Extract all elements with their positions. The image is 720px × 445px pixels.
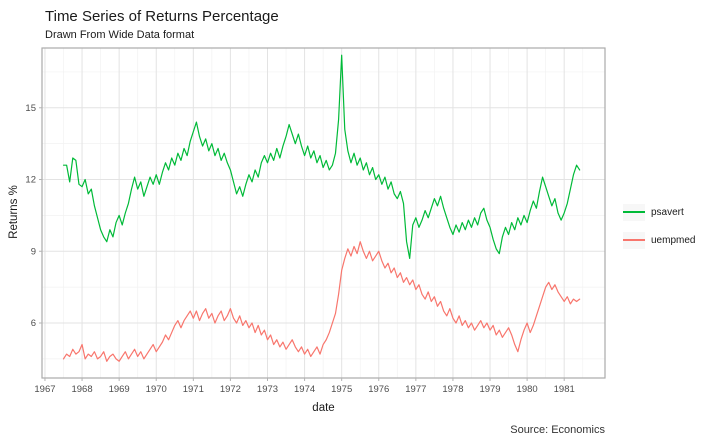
x-axis-label: date <box>312 402 335 414</box>
x-tick-label: 1979 <box>479 384 500 395</box>
x-tick-label: 1968 <box>71 384 92 395</box>
legend-label-psavert: psavert <box>651 206 684 218</box>
legend: psavert uempmed <box>623 202 695 250</box>
chart-title: Time Series of Returns Percentage <box>45 8 279 25</box>
x-tick-label: 1972 <box>220 384 241 395</box>
x-tick-label: 1973 <box>257 384 278 395</box>
y-tick-label: 9 <box>31 246 36 257</box>
panel-border <box>41 47 606 379</box>
legend-entry-uempmed: uempmed <box>623 230 695 250</box>
plot-panel: 1967 1968 1969 1970 1971 1972 1973 1974 1975 1976… <box>25 47 606 395</box>
legend-key-uempmed <box>623 231 645 249</box>
panel-background <box>42 48 605 378</box>
x-tick-label: 1980 <box>517 384 538 395</box>
uempmed-line <box>62 241 581 362</box>
x-tick-label: 1974 <box>294 384 315 395</box>
legend-key-psavert <box>623 203 645 221</box>
x-tick-label: 1971 <box>183 384 204 395</box>
legend-line-icon <box>623 239 645 241</box>
y-tick-label: 12 <box>25 175 36 186</box>
x-tick-label: 1975 <box>331 384 352 395</box>
caption: Source: Economics <box>510 424 605 436</box>
x-tick-label: 1978 <box>442 384 463 395</box>
y-tick-label: 15 <box>25 103 36 114</box>
x-tick-label: 1977 <box>405 384 426 395</box>
legend-line-icon <box>623 211 645 213</box>
chart-subtitle: Drawn From Wide Data format <box>45 29 195 41</box>
x-tick-label: 1981 <box>554 384 575 395</box>
x-tick-label: 1976 <box>368 384 389 395</box>
y-tick-label: 6 <box>31 318 36 329</box>
x-tick-label: 1969 <box>109 384 130 395</box>
x-tick-label: 1967 <box>34 384 55 395</box>
legend-entry-psavert: psavert <box>623 202 695 222</box>
psavert-line <box>62 54 581 260</box>
x-tick-label: 1970 <box>146 384 167 395</box>
legend-label-uempmed: uempmed <box>651 234 696 246</box>
